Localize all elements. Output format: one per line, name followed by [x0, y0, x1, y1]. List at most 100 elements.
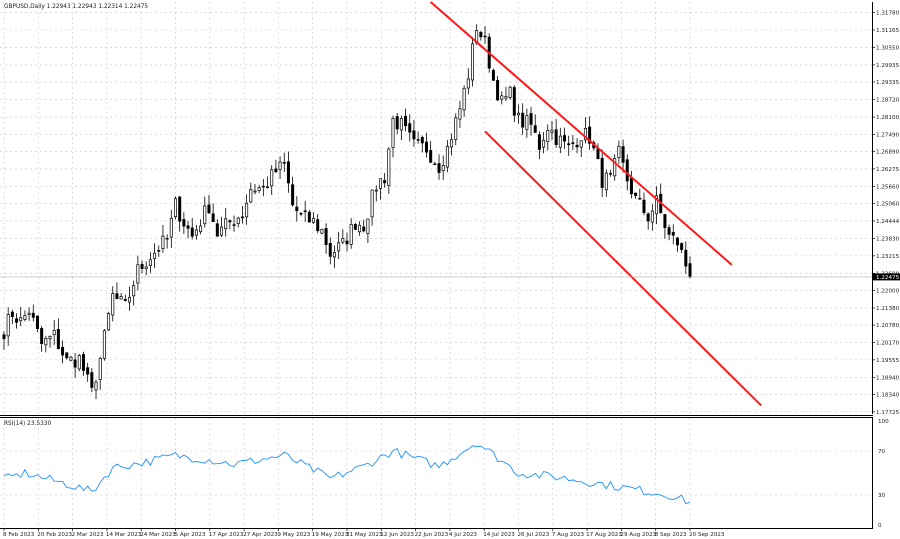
candle-body — [48, 336, 52, 340]
candle-body — [500, 95, 504, 100]
candle-body — [491, 69, 495, 81]
candle-body — [312, 218, 316, 223]
candle-body — [19, 317, 23, 322]
candle-body — [563, 135, 567, 142]
candle-body — [424, 141, 428, 153]
candle-body — [609, 173, 613, 175]
candle-body — [107, 313, 111, 331]
candle-body — [194, 229, 198, 236]
x-tick-label: 20 Feb 2023 — [37, 532, 72, 538]
x-tick-label: 26 Jul 2023 — [518, 532, 550, 538]
candle-body — [512, 87, 516, 116]
candle-body — [73, 359, 77, 368]
candle-body — [303, 210, 307, 212]
candle-body — [395, 116, 399, 130]
candle-body — [102, 330, 106, 359]
candle-body — [27, 312, 31, 315]
candle-body — [345, 240, 349, 245]
candle-body — [445, 145, 449, 168]
candle-body — [77, 355, 81, 370]
candle-body — [521, 112, 525, 128]
candle-body — [10, 311, 14, 318]
candle-body — [588, 126, 592, 144]
candle-body — [558, 135, 562, 148]
candle-body — [278, 161, 282, 170]
candle-body — [625, 159, 629, 182]
candle-body — [236, 217, 240, 224]
candle-body — [483, 35, 487, 38]
candle-body — [119, 296, 123, 300]
candle-body — [136, 264, 140, 284]
candle-body — [675, 237, 679, 246]
candle-body — [291, 184, 295, 206]
candle-body — [81, 354, 85, 371]
y-tick-label: 1.23215 — [876, 254, 900, 260]
candle-body — [224, 218, 228, 229]
x-tick-label: 14 Mar 2023 — [106, 532, 142, 538]
candle-body — [454, 117, 458, 140]
candle-body — [35, 315, 39, 330]
candle-body — [69, 356, 73, 361]
x-tick-label: 12 Jun 2023 — [380, 532, 414, 538]
candle-body — [391, 117, 395, 148]
candle-body — [575, 144, 579, 148]
candle-body — [94, 381, 98, 391]
candle-body — [207, 204, 211, 214]
candle-body — [249, 189, 253, 203]
candle-body — [40, 328, 44, 345]
candle-body — [220, 226, 224, 236]
candle-body — [642, 199, 646, 213]
candle-body — [387, 148, 391, 186]
y-tick-label: 1.21380 — [876, 306, 900, 312]
y-tick-label: 1.25060 — [876, 201, 900, 207]
candle-body — [144, 266, 148, 270]
candle-body — [328, 242, 332, 257]
candle-body — [429, 150, 433, 163]
candle-body — [550, 129, 554, 133]
candle-body — [600, 157, 604, 188]
candle-body — [680, 243, 684, 250]
candle-body — [266, 186, 270, 189]
candle-body — [61, 346, 65, 356]
candle-body — [383, 180, 387, 184]
x-tick-label: 17 Aug 2023 — [586, 532, 622, 538]
candle-body — [462, 87, 466, 111]
candle-body — [282, 162, 286, 164]
last-price-box — [873, 273, 900, 281]
y-tick-label: 1.17725 — [876, 410, 900, 416]
x-tick-label: 14 Jul 2023 — [483, 532, 515, 538]
rsi-line — [3, 445, 691, 505]
candle-body — [404, 115, 408, 127]
candle-body — [52, 330, 56, 335]
y-tick-label: 1.31780 — [876, 11, 900, 17]
candle-body — [542, 139, 546, 148]
candle-body — [537, 134, 541, 150]
candle-body — [111, 293, 115, 316]
y-tick-label: 1.29935 — [876, 63, 900, 69]
x-tick-label: 22 Jun 2023 — [415, 532, 449, 538]
candle-body — [399, 118, 403, 131]
candle-body — [408, 123, 412, 133]
y-tick-label: 1.28100 — [876, 115, 900, 121]
candle-body — [199, 225, 203, 233]
x-tick-label: 19 May 2023 — [312, 532, 349, 538]
rsi-indicator-label: RSI(14) 23.5330 — [4, 421, 51, 427]
candle-body — [688, 263, 692, 278]
candle-body — [667, 227, 671, 235]
candle-body — [650, 210, 654, 223]
x-tick-label: 20 Sep 2023 — [689, 532, 725, 538]
candle-body — [169, 217, 173, 238]
candle-body — [441, 165, 445, 171]
candle-body — [98, 358, 102, 380]
y-tick-label: 1.22000 — [876, 288, 900, 294]
y-tick-label: 1.19555 — [876, 358, 900, 364]
candle-body — [638, 197, 642, 200]
candle-body — [466, 78, 470, 89]
y-tick-label: 1.20170 — [876, 340, 900, 346]
last-price-label: 1.22475 — [876, 275, 900, 281]
candle-body — [23, 315, 27, 320]
candle-body — [257, 187, 261, 191]
candle-body — [567, 143, 571, 146]
y-tick-label: 1.24444 — [876, 219, 900, 225]
candle-body — [148, 259, 152, 267]
